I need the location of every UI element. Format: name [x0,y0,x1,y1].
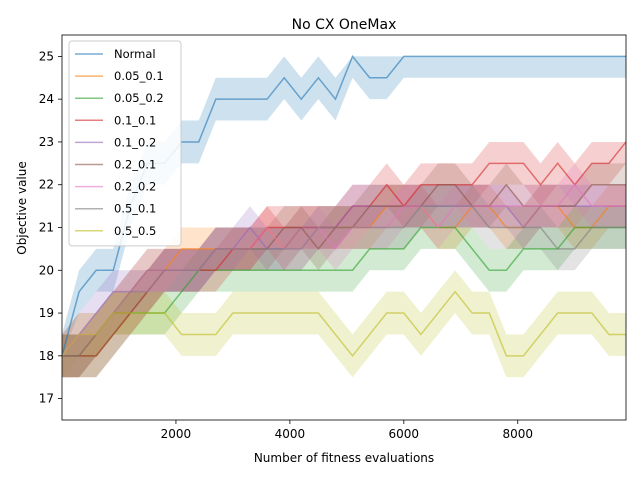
y-tick-label: 22 [39,178,54,192]
band-0-5-0-5 [62,270,626,378]
legend-label: Normal [114,47,156,61]
band-0-5-0-1 [62,184,626,378]
band-0-1-0-2 [62,184,626,378]
y-tick-label: 21 [39,221,54,235]
x-tick-label: 4000 [275,427,306,441]
legend-box [68,40,182,247]
band-0-2-0-2 [62,163,626,378]
y-tick-label: 19 [39,306,54,320]
legend-label: 0.2_0.2 [114,180,156,194]
band-0-05-0-1 [62,184,626,378]
legend-label: 0.05_0.2 [114,91,164,105]
legend: Normal 0.05_0.1 0.05_0.2 0.1_0.1 0.1_0.2 0.2_… [68,40,182,247]
legend-label: 0.05_0.1 [114,69,164,83]
x-tick-label: 2000 [161,427,192,441]
y-tick-label: 23 [39,135,54,149]
y-tick-label: 18 [39,349,54,363]
series-line-0-5-0-1 [62,205,626,357]
y-tick-label: 24 [39,92,54,106]
legend-label: 0.1_0.1 [114,113,156,127]
y-axis-label: Objective value [15,161,29,255]
x-tick-label: 6000 [389,427,420,441]
x-axis-label: Number of fitness evaluations [254,451,434,465]
legend-label: 0.5_0.5 [114,224,156,238]
y-tick-label: 17 [39,392,54,406]
band-0-1-0-1 [62,141,626,378]
axes: 2000 4000 6000 8000 17 18 19 20 21 22 23 24 25 [39,34,627,441]
y-tick-label: 20 [39,263,54,277]
series-line-0-1-0-2 [61,205,626,357]
band-0-2-0-1 [62,163,626,378]
x-tick-label: 8000 [502,427,533,441]
series-line-0-5-0-5 [61,290,626,358]
chart-title: No CX OneMax [292,17,397,33]
legend-label: 0.2_0.1 [114,158,156,172]
legend-label: 0.5_0.1 [114,202,156,216]
y-tick-label: 25 [39,49,54,63]
legend-label: 0.1_0.2 [114,135,156,149]
